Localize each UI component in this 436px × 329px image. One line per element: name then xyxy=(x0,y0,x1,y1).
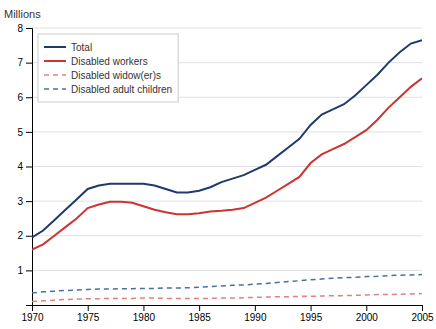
y-axis-label: Millions xyxy=(4,8,41,20)
legend-item: Disabled workers xyxy=(44,56,148,67)
y-tick-mark xyxy=(26,132,32,133)
y-tick-label: 1 xyxy=(17,265,23,276)
y-tick-mark xyxy=(26,63,32,64)
x-tick: 2005 xyxy=(411,305,434,323)
y-tick-label: 7 xyxy=(17,57,23,68)
legend-swatch xyxy=(44,88,66,90)
x-tick-mark xyxy=(143,305,144,311)
y-tick: 6 xyxy=(17,92,32,103)
legend-swatch xyxy=(44,74,66,76)
x-tick: 1980 xyxy=(133,305,156,323)
y-tick: 3 xyxy=(17,196,32,207)
y-axis-line xyxy=(26,29,33,306)
x-tick: 1985 xyxy=(189,305,212,323)
legend-item: Total xyxy=(44,42,92,53)
x-axis-line xyxy=(33,306,423,312)
grid-line xyxy=(32,166,422,167)
x-tick-mark xyxy=(311,305,312,311)
legend-label: Total xyxy=(71,42,92,53)
x-tick-label: 1980 xyxy=(133,312,156,323)
y-tick-label: 3 xyxy=(17,196,23,207)
y-tick-mark xyxy=(26,97,32,98)
y-tick: 8 xyxy=(17,23,32,34)
y-tick-mark xyxy=(26,270,32,271)
x-tick-mark xyxy=(366,305,367,311)
y-tick-label: 5 xyxy=(17,127,23,138)
legend-label: Disabled widow(er)s xyxy=(71,70,161,81)
y-tick: 2 xyxy=(17,230,32,241)
grid xyxy=(32,28,422,270)
grid-line xyxy=(32,270,422,271)
y-tick-mark xyxy=(26,167,32,168)
grid-line xyxy=(32,235,422,236)
grid-line xyxy=(32,201,422,202)
series-line xyxy=(32,275,422,293)
y-axis: 1 2 3 4 5 6 7 8 xyxy=(17,23,32,306)
y-tick-mark xyxy=(26,236,32,237)
x-tick: 1995 xyxy=(300,305,323,323)
y-tick-label: 6 xyxy=(17,92,23,103)
y-tick: 1 xyxy=(17,265,32,276)
plot: 1970 1975 1980 1985 1990 1995 2000 2005 1 2 3 4 5 6 7 8… xyxy=(17,23,434,323)
legend-item: Disabled widow(er)s xyxy=(44,70,161,81)
x-tick-mark xyxy=(255,305,256,311)
grid-line xyxy=(32,28,422,29)
y-tick-mark xyxy=(26,28,32,29)
x-tick-label: 2005 xyxy=(411,312,434,323)
lines xyxy=(32,40,422,301)
x-tick: 1990 xyxy=(244,305,267,323)
x-tick: 1970 xyxy=(21,305,44,323)
y-tick-label: 2 xyxy=(17,230,23,241)
x-tick-label: 1985 xyxy=(189,312,212,323)
series-line xyxy=(32,78,422,249)
x-tick-mark xyxy=(422,305,423,311)
y-tick: 5 xyxy=(17,127,32,138)
x-tick-label: 1990 xyxy=(244,312,267,323)
y-tick: 7 xyxy=(17,57,32,68)
x-tick: 2000 xyxy=(356,305,379,323)
legend-item: Disabled adult children xyxy=(44,84,172,95)
y-tick-mark xyxy=(26,201,32,202)
legend-label: Disabled adult children xyxy=(71,84,172,95)
x-tick-label: 1975 xyxy=(77,312,100,323)
series-line xyxy=(32,294,422,302)
chart: 1970 1975 1980 1985 1990 1995 2000 2005 1 2 3 4 5 6 7 8… xyxy=(0,0,436,329)
x-tick-label: 1970 xyxy=(21,312,44,323)
y-tick: 4 xyxy=(17,161,32,172)
legend-swatch xyxy=(44,60,66,62)
legend-label: Disabled workers xyxy=(71,56,148,67)
legend-swatch xyxy=(44,46,66,48)
legend-box xyxy=(38,34,178,102)
y-tick-label: 4 xyxy=(17,161,23,172)
legend: Total Disabled workers Disabled widow(er)s… xyxy=(38,34,178,102)
x-tick-mark xyxy=(88,305,89,311)
x-tick: 1975 xyxy=(77,305,100,323)
x-tick-label: 2000 xyxy=(356,312,379,323)
y-tick-label: 8 xyxy=(17,23,23,34)
x-tick-mark xyxy=(199,305,200,311)
x-axis: 1970 1975 1980 1985 1990 1995 2000 2005 xyxy=(21,305,434,323)
x-tick-label: 1995 xyxy=(300,312,323,323)
